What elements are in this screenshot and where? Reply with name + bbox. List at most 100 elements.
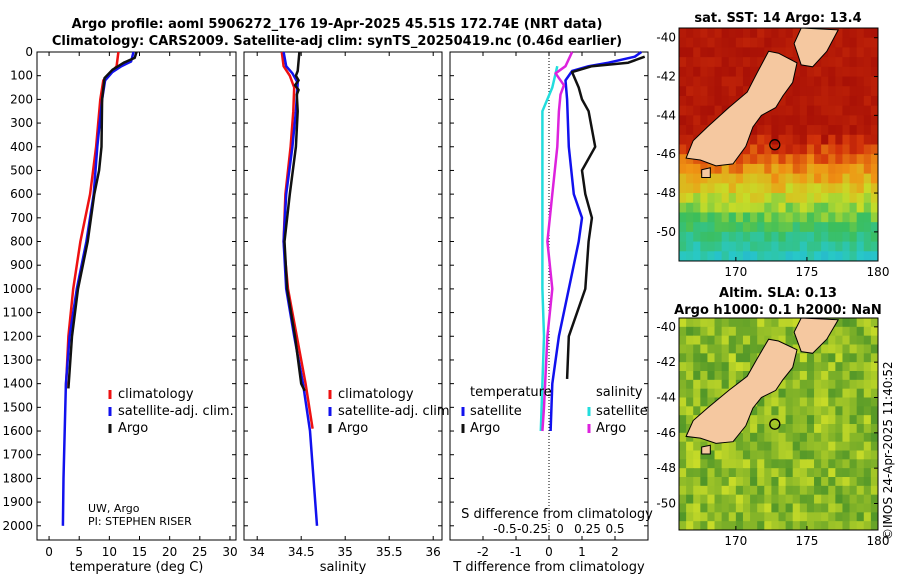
legend-label: Argo <box>596 421 626 436</box>
y-tick-label: 700 <box>10 211 33 225</box>
sst-map-title: sat. SST: 14 Argo: 13.4 <box>694 11 861 26</box>
stewart-island-land <box>701 167 711 178</box>
map-field <box>679 28 878 261</box>
y-tick-label: 1600 <box>2 424 33 438</box>
x-tick-label-salinity: 0.5 <box>605 522 624 536</box>
map-y-tick-label: -46 <box>656 426 676 440</box>
map-frame <box>678 27 879 262</box>
series-line <box>539 65 559 432</box>
legend-label: climatology <box>338 387 414 402</box>
y-tick-label: 200 <box>10 92 33 106</box>
x-tick-label: 34.5 <box>288 545 315 559</box>
legend-label: climatology <box>118 387 194 402</box>
x-tick-label: 35.5 <box>376 545 403 559</box>
x-tick-label: 25 <box>192 545 207 559</box>
map-y-tick-label: -48 <box>656 186 676 200</box>
x-tick-label: 1 <box>578 545 586 559</box>
map-x-tick-label: 170 <box>724 534 747 548</box>
x-tick-label: 10 <box>102 545 117 559</box>
legend-label: Argo <box>338 421 368 436</box>
map-y-tick-label: -42 <box>656 70 676 84</box>
y-tick-label: 300 <box>10 116 33 130</box>
map-y-tick-label: -50 <box>656 225 676 239</box>
map-x-tick-label: 180 <box>867 534 890 548</box>
series-line <box>282 51 319 526</box>
y-tick-label: 1300 <box>2 353 33 367</box>
figure-title-line1: Argo profile: aoml 5906272_176 19-Apr-20… <box>72 17 603 32</box>
series-line <box>283 51 306 392</box>
y-tick-label: 900 <box>10 258 33 272</box>
south-island-land <box>685 50 798 167</box>
sst-map: 170 175 180 -40 -42 -44 -46 -48 -50 <box>656 27 890 279</box>
pi-credit: PI: STEPHEN RISER <box>88 515 192 528</box>
x-tick-label: 30 <box>222 545 237 559</box>
x-tick-label: 0 <box>45 545 53 559</box>
legend-header-salinity: salinity <box>596 385 643 400</box>
map-x-tick-label: 170 <box>724 265 747 279</box>
map-frame <box>678 317 879 531</box>
series-line <box>280 51 314 429</box>
y-tick-label: 1100 <box>2 306 33 320</box>
sla-map-title1: Altim. SLA: 0.13 <box>719 286 837 301</box>
series-line <box>549 50 643 432</box>
x-tick-label: -1 <box>510 545 522 559</box>
figure-title-line2: Climatology: CARS2009. Satellite-adj cli… <box>52 34 622 49</box>
x-tick-label: 20 <box>162 545 177 559</box>
map-x-tick-label: 180 <box>867 265 890 279</box>
x-axis-label: temperature (deg C) <box>70 560 204 575</box>
y-tick-label: 600 <box>10 187 33 201</box>
legend-label: satellite-adj. clim. <box>338 404 454 419</box>
x-axis-label: T difference from climatology <box>452 560 645 575</box>
map-y-tick-label: -42 <box>656 355 676 369</box>
y-tick-label: 400 <box>10 140 33 154</box>
y-tick-label: 500 <box>10 163 33 177</box>
x-tick-label: 2 <box>611 545 619 559</box>
legend-label: satellite <box>596 404 648 419</box>
map-y-tick-label: -50 <box>656 497 676 511</box>
map-field <box>679 318 878 530</box>
series-line <box>67 51 138 389</box>
legend-label: satellite <box>470 404 522 419</box>
y-tick-label: 0 <box>25 45 33 59</box>
south-island-land <box>685 338 798 444</box>
x-tick-label-salinity: -0.5 <box>493 522 516 536</box>
map-y-tick-label: -40 <box>656 31 676 45</box>
y-tick-label: 1200 <box>2 329 33 343</box>
map-y-tick-label: -44 <box>656 391 676 405</box>
map-y-tick-label: -40 <box>656 320 676 334</box>
y-tick-label: 1700 <box>2 448 33 462</box>
argo-position-marker <box>769 139 781 151</box>
x-axis-label-salinity: S difference from climatology <box>461 507 653 522</box>
y-tick-label: 800 <box>10 235 33 249</box>
x-tick-label: 36 <box>426 545 441 559</box>
legend-label: Argo <box>118 421 148 436</box>
x-tick-label: -2 <box>477 545 489 559</box>
y-tick-label: 2000 <box>2 519 33 533</box>
map-x-tick-label: 175 <box>795 265 818 279</box>
y-tick-label: 1400 <box>2 377 33 391</box>
map-x-tick-label: 175 <box>795 534 818 548</box>
source-credit: UW, Argo <box>88 502 140 515</box>
x-tick-label: 0 <box>545 545 553 559</box>
x-tick-label: 34 <box>250 545 265 559</box>
x-tick-label: 15 <box>132 545 147 559</box>
y-tick-label: 100 <box>10 69 33 83</box>
x-tick-label-salinity: 0 <box>556 522 564 536</box>
temperature-panel: 0100200300400500600700800900100011001200… <box>2 45 237 575</box>
legend-header-temperature: temperature <box>470 385 552 400</box>
sla-map-title2: Argo h1000: 0.1 h2000: NaN <box>674 303 882 318</box>
legend-label: satellite-adj. clim. <box>118 404 234 419</box>
north-island-land <box>793 28 840 68</box>
y-tick-label: 1800 <box>2 471 33 485</box>
x-tick-label-salinity: 0.25 <box>574 522 601 536</box>
salinity-panel: 34 34.5 35 35.5 36 salinity climatology satelli… <box>243 51 454 575</box>
legend-label: Argo <box>470 421 500 436</box>
plot-frame <box>243 51 443 541</box>
series-line <box>565 55 646 379</box>
y-tick-label: 1900 <box>2 495 33 509</box>
argo-position-marker <box>769 418 781 430</box>
map-y-tick-label: -44 <box>656 108 676 122</box>
x-tick-label-salinity: -0.25 <box>517 522 548 536</box>
